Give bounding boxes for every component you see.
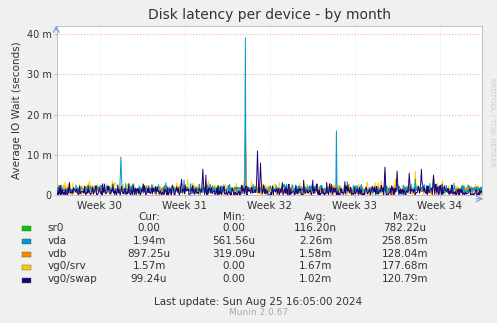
Text: 1.57m: 1.57m xyxy=(132,262,166,271)
Text: sr0: sr0 xyxy=(47,223,64,233)
Text: Max:: Max: xyxy=(393,212,417,222)
Text: 0.00: 0.00 xyxy=(222,262,245,271)
Text: 897.25u: 897.25u xyxy=(128,249,170,258)
Text: 1.67m: 1.67m xyxy=(299,262,332,271)
Text: 782.22u: 782.22u xyxy=(384,223,426,233)
Text: RRDTOOL / TOBI OETIKER: RRDTOOL / TOBI OETIKER xyxy=(489,78,495,167)
Text: Cur:: Cur: xyxy=(138,212,160,222)
Text: vg0/swap: vg0/swap xyxy=(47,275,97,284)
Text: vdb: vdb xyxy=(47,249,67,258)
Text: 128.04m: 128.04m xyxy=(382,249,428,258)
Y-axis label: Average IO Wait (seconds): Average IO Wait (seconds) xyxy=(12,42,22,180)
Text: 116.20n: 116.20n xyxy=(294,223,337,233)
Text: vg0/srv: vg0/srv xyxy=(47,262,86,271)
Text: 0.00: 0.00 xyxy=(138,223,161,233)
Text: 177.68m: 177.68m xyxy=(382,262,428,271)
Title: Disk latency per device - by month: Disk latency per device - by month xyxy=(148,8,391,22)
Text: Avg:: Avg: xyxy=(304,212,327,222)
Text: 258.85m: 258.85m xyxy=(382,236,428,245)
Text: vda: vda xyxy=(47,236,66,245)
Text: 561.56u: 561.56u xyxy=(212,236,255,245)
Text: 120.79m: 120.79m xyxy=(382,275,428,284)
Text: 1.58m: 1.58m xyxy=(299,249,332,258)
Text: 0.00: 0.00 xyxy=(222,223,245,233)
Text: 1.94m: 1.94m xyxy=(132,236,166,245)
Text: Min:: Min: xyxy=(223,212,245,222)
Text: 0.00: 0.00 xyxy=(222,275,245,284)
Text: 99.24u: 99.24u xyxy=(131,275,167,284)
Text: Last update: Sun Aug 25 16:05:00 2024: Last update: Sun Aug 25 16:05:00 2024 xyxy=(155,297,362,307)
Text: 2.26m: 2.26m xyxy=(299,236,332,245)
Text: 319.09u: 319.09u xyxy=(212,249,255,258)
Text: 1.02m: 1.02m xyxy=(299,275,332,284)
Text: Munin 2.0.67: Munin 2.0.67 xyxy=(229,308,288,317)
